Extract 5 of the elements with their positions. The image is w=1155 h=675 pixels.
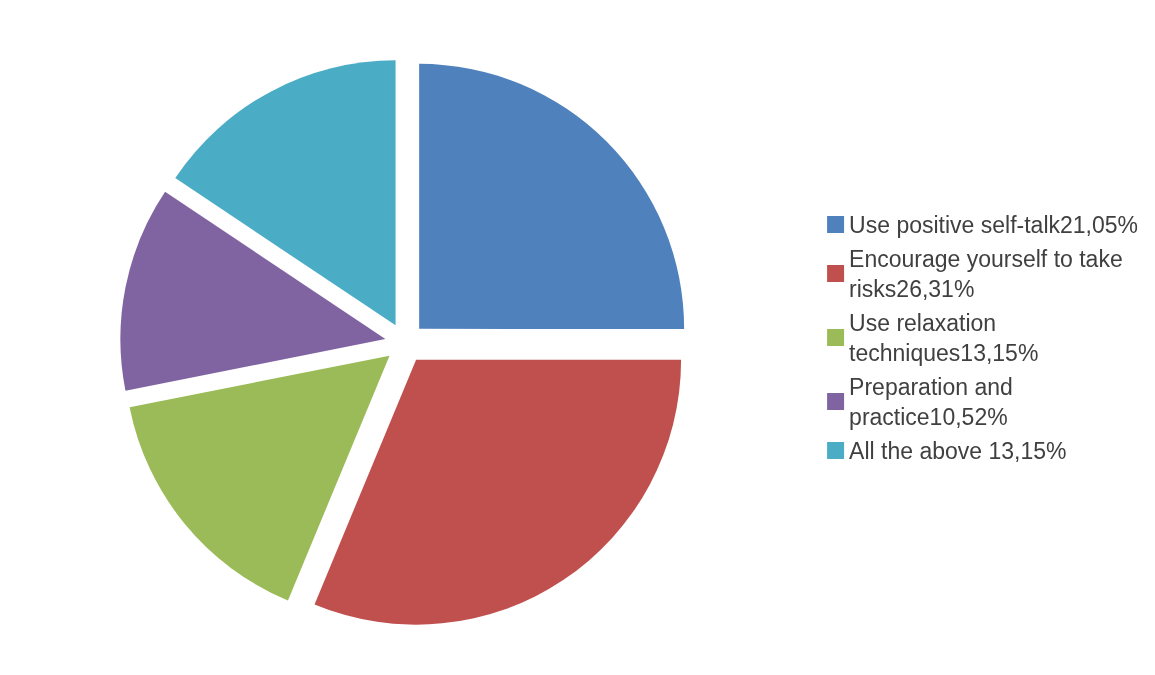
legend-label: Encourage yourself to take risks26,31% [849,245,1123,302]
legend-label: Use relaxation techniques13,15% [849,309,1039,366]
legend-label: Preparation and practice10,52% [849,373,1013,430]
legend-label: Use positive self-talk21,05% [849,211,1139,238]
legend-label: All the above 13,15% [849,437,1067,464]
